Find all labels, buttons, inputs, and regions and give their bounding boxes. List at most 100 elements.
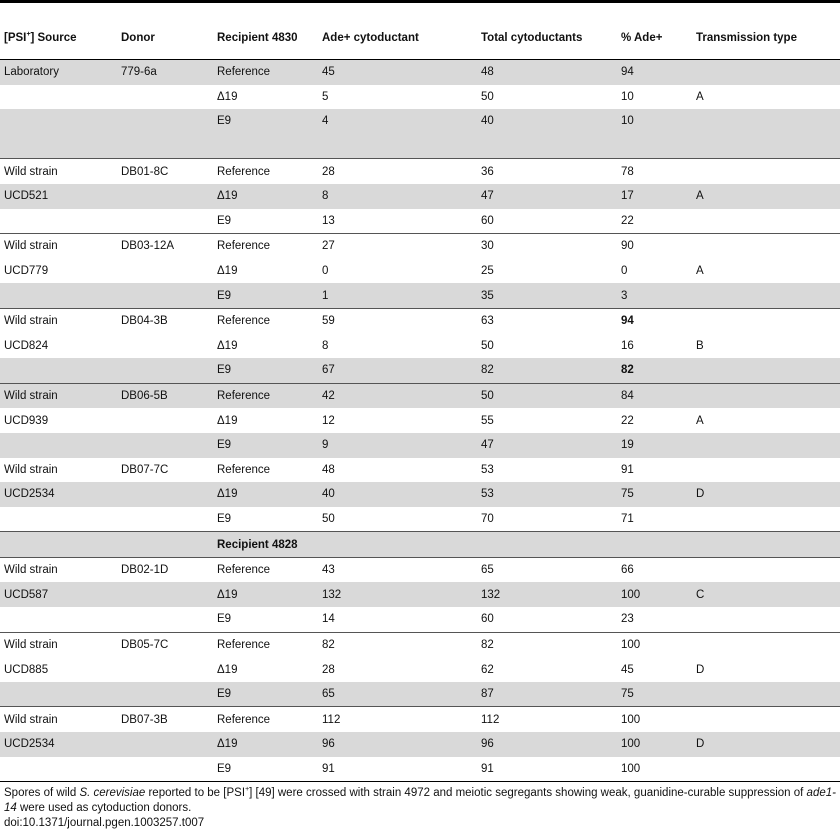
cell-ade-plus: 8 [318,183,477,209]
cell-donor [117,607,213,632]
table-row: E9 14 60 23 [0,607,840,632]
table-row: E9 1 35 3 [0,283,840,309]
cell-ade-plus: 45 [318,59,477,85]
cell-source [0,283,117,309]
cell-recipient: E9 [213,109,318,134]
cell-ade-plus: 67 [318,358,477,384]
cell-donor [117,432,213,458]
cell-pct: 3 [617,283,692,309]
cell-pct: 100 [617,631,692,658]
cell-donor [117,209,213,234]
cell-donor [117,681,213,707]
cell-donor: 779-6a [117,59,213,85]
subheader-label: Recipient 4828 [213,531,318,558]
table-row: Wild strain DB04-3B Reference 59 63 94 [0,307,840,334]
cell-recipient: E9 [213,358,318,384]
cell-recipient: Δ19 [217,663,238,676]
cell-ade-plus: 59 [318,307,477,334]
cell-ade-plus: 40 [318,482,477,507]
cell-total: 132 [477,582,617,608]
table-row: E9 9 47 19 [0,432,840,458]
cell-transmission [692,681,840,707]
cell-pct: 66 [617,556,692,583]
cell-donor: DB07-7C [121,463,169,476]
cell-source: Wild strain [0,382,117,409]
cell-transmission [692,283,840,309]
cell-donor: DB06-5B [117,382,213,409]
cell-source: Wild strain [0,706,117,733]
table-row: Wild strain DB02-1D Reference 43 65 66 [0,556,840,583]
cell-recipient: E9 [217,613,232,626]
cell-source [0,432,117,458]
table-row: UCD885 Δ19 28 62 45 D [0,657,840,682]
table-row: E9 67 82 82 [0,358,840,384]
cell-source [0,607,117,632]
cell-transmission [692,158,840,184]
cell-ade-plus: 0 [322,265,329,278]
cell-ade-plus: 82 [318,631,477,658]
cell-ade-plus: 8 [322,339,329,352]
cell-donor [117,732,213,757]
cell-ade-plus: 27 [318,233,477,259]
cell-total: 47 [477,432,617,458]
empty-cell [318,531,477,558]
cell-source: UCD885 [4,663,49,676]
table-row: E9 91 91 100 [0,757,840,782]
cell-donor [117,507,213,532]
cell-transmission: D [692,482,840,507]
cell-transmission [692,233,840,259]
cell-source: Wild strain [0,307,117,334]
cell-total: 87 [477,681,617,707]
cell-ade-plus: 48 [322,463,335,476]
cell-ade-plus: 43 [318,556,477,583]
cell-transmission: C [692,582,840,608]
table-row: Laboratory 779-6a Reference 45 48 94 [0,59,840,85]
cell-source [0,507,117,532]
table-row: Wild strain DB06-5B Reference 42 50 84 [0,382,840,409]
cell-total: 53 [481,463,494,476]
cell-ade-plus: 5 [322,90,329,103]
table-row: E9 13 60 22 [0,209,840,234]
cell-pct: 0 [621,265,628,278]
cell-source: Wild strain [0,631,117,658]
cell-donor [117,183,213,209]
cell-pct: 100 [617,582,692,608]
cell-source: Wild strain [4,463,58,476]
cell-source: UCD779 [4,265,49,278]
cell-donor [117,757,213,782]
cell-recipient: Reference [213,706,318,733]
cell-donor [117,482,213,507]
cell-source [0,757,117,782]
cell-transmission: D [692,732,840,757]
cell-source: UCD939 [4,414,49,427]
bottom-rule [0,781,840,783]
cell-pct: 75 [617,482,692,507]
col-pct: % Ade+ [617,3,692,60]
cell-donor [117,259,213,284]
cell-transmission [692,209,840,234]
cell-transmission [692,507,840,532]
cell-total: 25 [481,265,494,278]
cell-pct: 94 [617,59,692,85]
empty-cell [692,531,840,558]
cell-total: 65 [477,556,617,583]
cell-source: UCD2534 [0,732,117,757]
cell-donor [117,334,213,359]
table-row: Wild strain DB01-8C Reference 28 36 78 [0,158,840,184]
cell-recipient: Δ19 [217,90,238,103]
cell-recipient: Reference [213,158,318,184]
cell-transmission [692,432,840,458]
cell-donor [117,657,213,682]
cell-ade-plus: 112 [318,706,477,733]
cell-pct: 22 [621,414,634,427]
cytoduction-table: [PSI+] Source Donor Recipient 4830 Ade+ … [0,3,840,781]
cell-pct: 23 [621,613,634,626]
cell-pct: 78 [617,158,692,184]
table-row: UCD2534 Δ19 40 53 75 D [0,482,840,507]
table-row: E9 65 87 75 [0,681,840,707]
cell-source: Wild strain [0,233,117,259]
cell-total: 50 [481,90,494,103]
cell-pct: 17 [617,183,692,209]
cell-total: 60 [481,613,494,626]
